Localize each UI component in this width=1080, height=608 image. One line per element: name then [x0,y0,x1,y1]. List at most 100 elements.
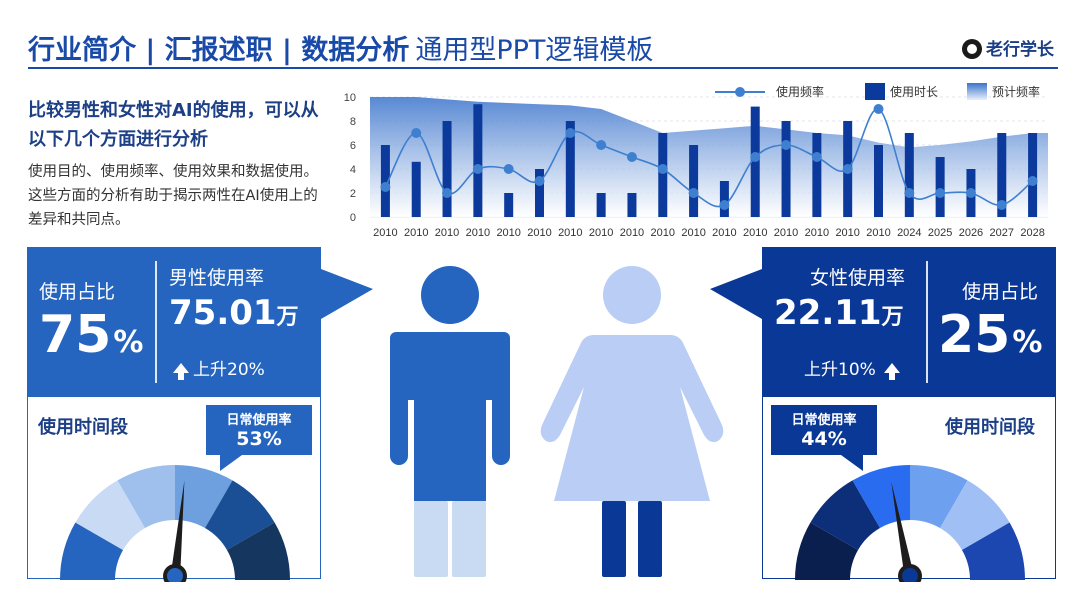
x-tick-label: 2010 [496,227,520,239]
y-tick-label: 0 [350,212,356,224]
duration-bar [689,145,699,217]
arrow-up-icon [173,363,189,380]
frequency-point [411,128,422,138]
duration-bar [874,145,883,217]
male-share-label: 使用占比 [39,281,116,303]
duration-bar [504,193,514,217]
frequency-point [596,140,607,150]
brand-icon [962,39,982,59]
x-tick-label: 2024 [897,227,921,239]
female-rise: 上升10% [804,355,900,380]
x-tick-label: 2010 [712,227,736,239]
duration-bar [719,181,729,217]
legend-label: 预计频率 [992,84,1040,99]
duration-bar [1028,133,1038,217]
female-leg-left [602,501,626,577]
legend-area-icon [967,83,987,100]
duration-bar [380,145,390,217]
brand-logo: 老行学长 [962,35,1054,60]
gauge-segment [810,480,880,550]
duration-bar [997,133,1007,217]
male-period-label: 使用时间段 [38,417,128,438]
female-leg-right [638,501,662,577]
gauge-segment [795,522,859,580]
duration-bar [596,193,606,217]
gauge-segment [910,465,968,529]
male-share-number: 75 [39,305,112,365]
duration-bar [627,193,637,217]
female-head [603,266,661,324]
x-tick-label: 2010 [373,227,397,239]
frequency-point [626,152,637,162]
female-rise-text: 上升10% [804,360,876,380]
frequency-point [965,188,976,198]
frequency-point [442,188,453,198]
y-tick-label: 8 [350,116,356,128]
duration-bar [411,161,421,217]
frequency-point [1027,176,1038,186]
gauge-segment [940,480,1010,550]
x-tick-label: 2010 [805,227,829,239]
duration-bar [658,133,668,217]
gauge-segment [175,465,233,529]
male-stats-panel: 使用占比 75% 男性使用率 75.01万 上升20% [27,247,373,397]
x-tick-label: 2010 [681,227,705,239]
female-gauge [795,465,1025,582]
male-figure-icon [390,266,510,577]
male-head [421,266,479,324]
female-daily-value: 44% [801,428,847,450]
duration-bar [935,157,945,217]
male-panel-divider [155,261,157,383]
gender-figures [390,266,724,577]
x-tick-label: 2010 [620,227,644,239]
female-period-label: 使用时间段 [945,417,1035,438]
male-share-unit: % [113,325,144,360]
frequency-point [750,152,761,162]
x-tick-label: 2010 [527,227,551,239]
y-tick-label: 4 [350,164,356,176]
legend-dot-icon [735,87,745,97]
frequency-point [534,176,545,186]
gauge-segment [205,480,275,550]
duration-bar [565,121,575,217]
female-callout-tail [841,455,863,471]
female-rate-number: 22.11 [774,293,882,333]
brand-name: 老行学长 [986,40,1054,60]
gauge-segment [75,480,145,550]
male-rate-unit: 万 [276,305,299,330]
x-tick-label: 2028 [1020,227,1044,239]
gauge-needle [170,480,185,581]
y-tick-label: 2 [350,188,356,200]
male-rise-text: 上升20% [193,360,265,380]
frequency-line [384,108,1034,208]
x-tick-label: 2010 [589,227,613,239]
duration-bar [781,121,791,217]
title-sub: 通用型PPT逻辑模板 [415,35,654,66]
male-daily-value: 53% [236,428,282,450]
frequency-point [781,140,792,150]
frequency-point [996,200,1007,210]
legend-bar-icon [865,83,885,100]
gauge-segment [961,522,1025,580]
x-tick-label: 2010 [435,227,459,239]
header: 行业简介 | 汇报述职 | 数据分析 通用型PPT逻辑模板 老行学长 [28,22,1058,72]
frequency-point [811,152,822,162]
duration-bar [442,121,452,217]
female-share-label: 使用占比 [962,281,1039,303]
y-tick-label: 10 [344,92,356,104]
frequency-point [565,128,576,138]
intro-body: 使用目的、使用频率、使用效果和数据使用。这些方面的分析有助于揭示两性在AI使用上… [28,164,318,228]
male-daily-label: 日常使用率 [226,413,292,428]
x-tick-label: 2010 [866,227,890,239]
frequency-point [842,164,853,174]
female-daily-callout: 日常使用率 44% [771,405,877,471]
female-panel-pointer [710,269,762,319]
duration-bar [904,133,914,217]
y-tick-label: 6 [350,140,356,152]
gauge-needle [891,481,915,581]
forecast-area [370,97,1048,217]
duration-bar [535,169,544,217]
male-rise: 上升20% [173,355,265,380]
gauge-hub-inner [167,568,183,582]
male-rate-number: 75.01 [169,293,277,333]
